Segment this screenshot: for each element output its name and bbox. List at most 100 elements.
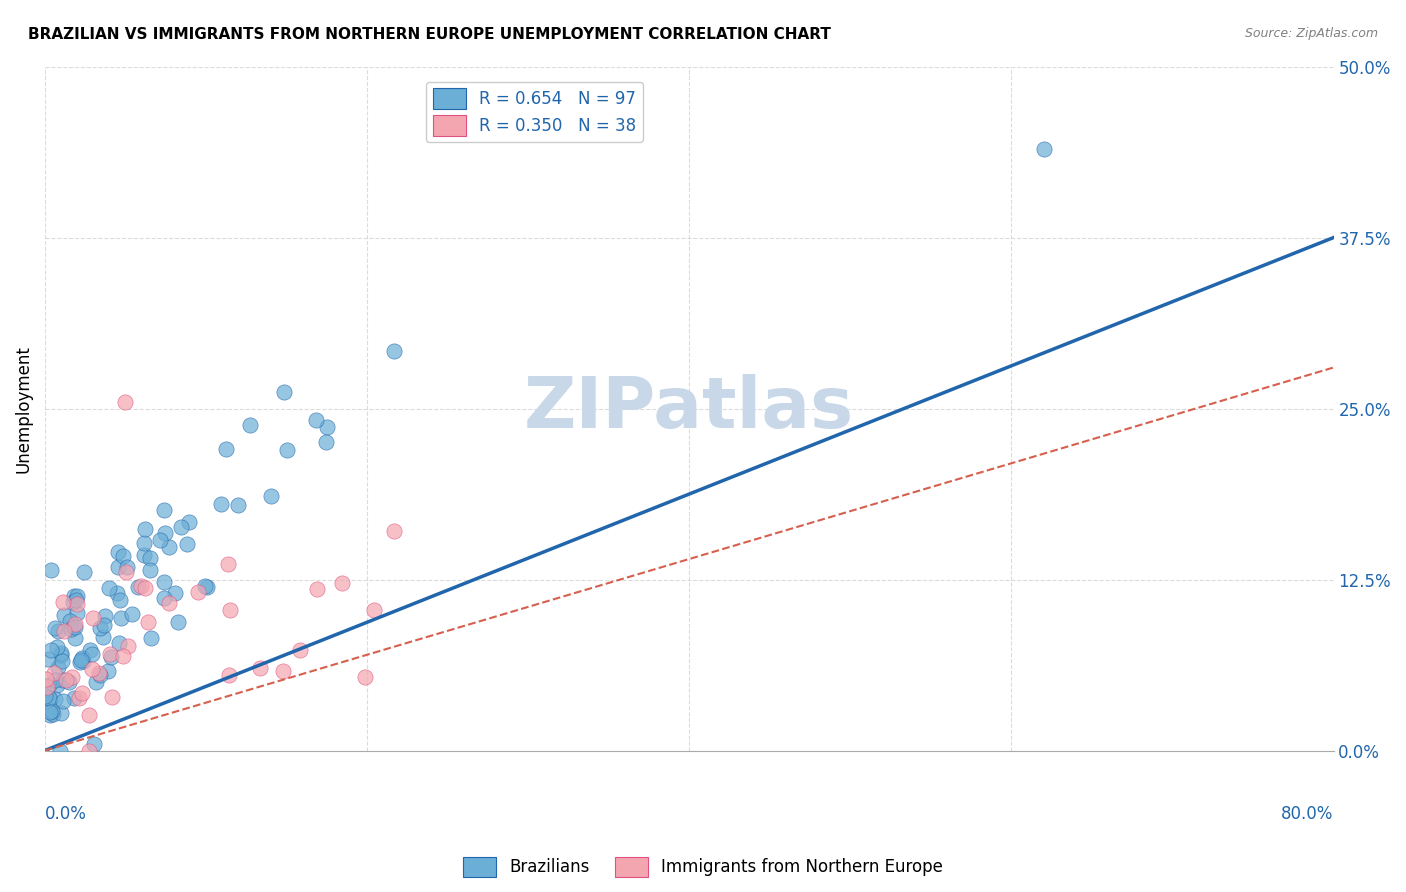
Point	[115, 565, 138, 579]
Point	[121, 607, 143, 622]
Point	[39, 705, 62, 719]
Point	[52, 595, 75, 609]
Point	[152, 503, 174, 517]
Text: 80.0%: 80.0%	[1281, 805, 1333, 823]
Point	[41, 704, 63, 718]
Point	[39, 708, 62, 723]
Point	[316, 419, 339, 434]
Point	[288, 643, 311, 657]
Point	[49, 648, 72, 662]
Point	[44, 621, 66, 635]
Point	[37, 680, 59, 694]
Point	[93, 617, 115, 632]
Point	[93, 609, 115, 624]
Point	[132, 548, 155, 562]
Point	[66, 597, 89, 611]
Point	[84, 675, 107, 690]
Point	[91, 630, 114, 644]
Point	[46, 640, 69, 655]
Point	[209, 497, 232, 511]
Point	[63, 590, 86, 604]
Point	[89, 668, 111, 682]
Point	[52, 673, 75, 688]
Point	[59, 614, 82, 628]
Point	[80, 662, 103, 676]
Point	[80, 647, 103, 661]
Point	[149, 533, 172, 547]
Point	[63, 617, 86, 632]
Point	[48, 660, 70, 674]
Point	[42, 707, 65, 722]
Point	[70, 686, 93, 700]
Point	[110, 611, 132, 625]
Point	[315, 434, 337, 449]
Point	[177, 515, 200, 529]
Point	[37, 652, 59, 666]
Point	[112, 649, 135, 664]
Point	[134, 522, 156, 536]
Point	[195, 580, 218, 594]
Point	[134, 581, 156, 595]
Point	[39, 642, 62, 657]
Y-axis label: Unemployment: Unemployment	[15, 344, 32, 473]
Point	[55, 673, 77, 687]
Point	[63, 620, 86, 634]
Point	[117, 639, 139, 653]
Point	[66, 590, 89, 604]
Point	[52, 624, 75, 639]
Point	[108, 592, 131, 607]
Point	[139, 551, 162, 566]
Point	[51, 654, 73, 668]
Point	[48, 624, 70, 638]
Point	[69, 653, 91, 667]
Point	[63, 690, 86, 705]
Point	[97, 664, 120, 678]
Point	[112, 549, 135, 563]
Point	[127, 581, 149, 595]
Point	[98, 647, 121, 661]
Point	[35, 681, 58, 696]
Point	[72, 654, 94, 668]
Text: BRAZILIAN VS IMMIGRANTS FROM NORTHERN EUROPE UNEMPLOYMENT CORRELATION CHART: BRAZILIAN VS IMMIGRANTS FROM NORTHERN EU…	[28, 27, 831, 42]
Point	[132, 535, 155, 549]
Point	[44, 666, 66, 681]
Point	[363, 603, 385, 617]
Point	[67, 691, 90, 706]
Point	[138, 615, 160, 630]
Point	[100, 649, 122, 664]
Point	[38, 691, 60, 706]
Point	[49, 743, 72, 757]
Point	[271, 664, 294, 678]
Point	[305, 413, 328, 427]
Point	[194, 579, 217, 593]
Text: Source: ZipAtlas.com: Source: ZipAtlas.com	[1244, 27, 1378, 40]
Text: 0.0%: 0.0%	[45, 805, 87, 823]
Point	[129, 579, 152, 593]
Point	[114, 394, 136, 409]
Point	[83, 737, 105, 751]
Point	[45, 678, 67, 692]
Point	[73, 566, 96, 580]
Point	[51, 706, 73, 720]
Point	[60, 622, 83, 636]
Point	[35, 672, 58, 686]
Point	[107, 560, 129, 574]
Point	[307, 582, 329, 596]
Point	[70, 651, 93, 665]
Point	[219, 603, 242, 617]
Point	[1032, 142, 1054, 156]
Point	[62, 595, 84, 609]
Point	[226, 499, 249, 513]
Point	[44, 691, 66, 706]
Point	[276, 442, 298, 457]
Point	[53, 607, 76, 622]
Legend: Brazilians, Immigrants from Northern Europe: Brazilians, Immigrants from Northern Eur…	[456, 850, 950, 884]
Point	[217, 558, 239, 572]
Legend: R = 0.654   N = 97, R = 0.350   N = 38: R = 0.654 N = 97, R = 0.350 N = 38	[426, 82, 643, 143]
Point	[354, 670, 377, 684]
Point	[107, 545, 129, 559]
Point	[34, 689, 56, 703]
Point	[330, 576, 353, 591]
Point	[105, 586, 128, 600]
Point	[97, 581, 120, 595]
